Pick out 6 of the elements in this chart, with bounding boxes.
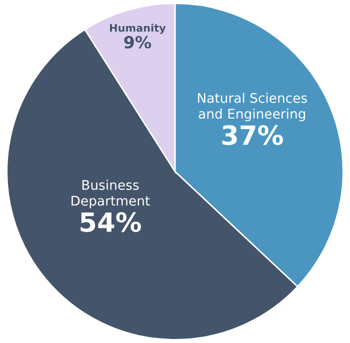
slice-label: Humanity [110,24,166,34]
data-label: 37% [222,125,283,146]
data-label: 54% [80,212,141,232]
slice-label: Business Department [72,180,150,208]
slice-label: Natural Sciences and Engineering [198,92,307,122]
data-label: 9% [124,36,152,49]
